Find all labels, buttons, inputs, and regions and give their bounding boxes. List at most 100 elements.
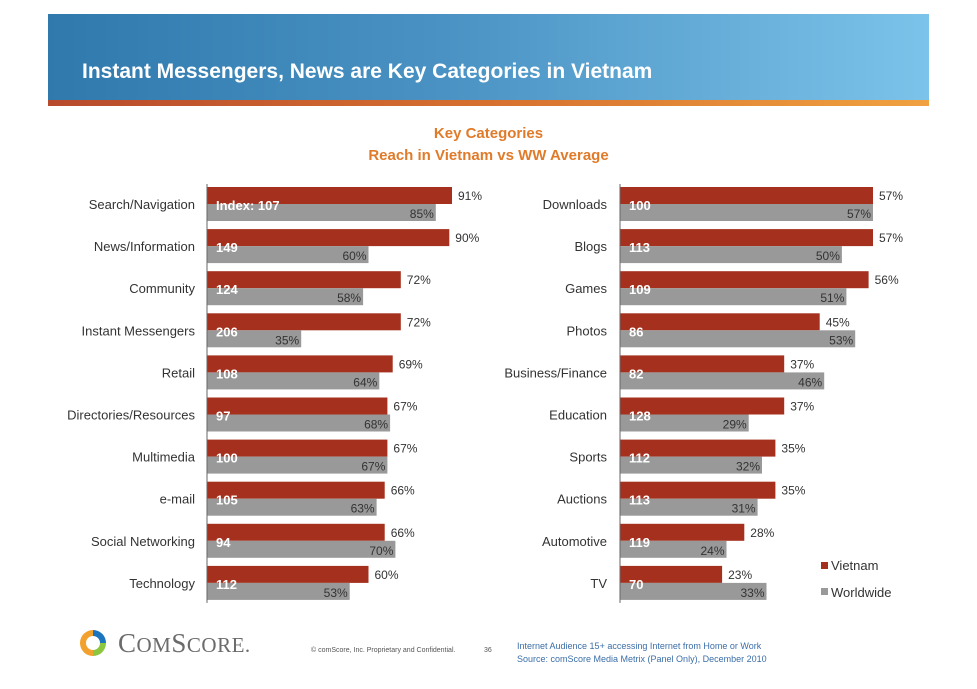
data-label-vietnam: 67% [393,442,417,456]
category-label: Games [565,281,607,296]
bar-vietnam [207,187,452,204]
data-label-worldwide: 29% [723,418,747,432]
legend-swatch-vietnam [821,562,828,569]
index-label: 105 [216,493,238,508]
data-label-worldwide: 51% [820,291,844,305]
data-label-vietnam: 23% [728,568,752,582]
index-label: 109 [629,282,651,297]
index-label: 149 [216,240,238,255]
data-label-worldwide: 68% [364,418,388,432]
data-label-worldwide: 50% [816,249,840,263]
data-label-worldwide: 53% [829,333,853,347]
data-label-vietnam: 57% [879,231,903,245]
index-label: 206 [216,324,238,339]
bar-vietnam [207,565,369,583]
category-label: Directories/Resources [67,408,195,423]
bar-worldwide [620,498,758,516]
bar-vietnam [620,187,873,204]
bar-vietnam [620,229,873,247]
data-label-vietnam: 57% [879,189,903,203]
chart-subtitle-line1: Key Categories [433,125,544,142]
data-label-vietnam: 35% [781,484,805,498]
data-label-worldwide: 31% [732,502,756,516]
data-label-vietnam: 37% [790,357,814,371]
data-label-worldwide: 35% [275,333,299,347]
bar-vietnam [620,271,869,289]
category-label: Social Networking [91,534,195,549]
index-label: 128 [629,409,651,424]
bar-worldwide [620,582,767,600]
bar-vietnam [207,439,388,457]
bar-vietnam [620,313,820,331]
data-label-worldwide: 53% [324,586,348,600]
index-label: 94 [216,535,231,550]
bar-vietnam [207,397,388,415]
header-accent-line [48,100,929,106]
bar-worldwide [207,372,380,390]
index-label: 97 [216,409,230,424]
index-label: 112 [629,451,650,466]
bar-worldwide [207,246,369,264]
bar-worldwide [620,288,847,306]
bar-vietnam [207,481,385,499]
bar-worldwide [620,540,727,558]
index-label: 100 [216,451,238,466]
legend-label-vietnam: Vietnam [831,558,878,573]
data-label-worldwide: 85% [410,207,434,221]
comscore-logo-icon [80,630,106,656]
data-label-vietnam: 66% [391,526,415,540]
bar-vietnam [620,565,723,583]
data-label-vietnam: 45% [826,315,850,329]
index-label: 112 [216,577,237,592]
page-number: 36 [484,647,492,654]
bar-worldwide [207,330,302,348]
bar-worldwide [207,456,388,474]
data-label-vietnam: 69% [399,357,423,371]
data-label-vietnam: 28% [750,526,774,540]
footnote-source: Source: comScore Media Metrix (Panel Onl… [517,654,767,664]
bar-vietnam [620,523,745,541]
category-label: Auctions [557,492,607,507]
bar-worldwide [620,204,873,221]
header-band [48,14,929,100]
bar-vietnam [620,397,785,415]
bar-vietnam [207,523,385,541]
index-label: 124 [216,282,238,297]
data-label-worldwide: 46% [798,375,822,389]
data-label-worldwide: 70% [369,544,393,558]
data-label-vietnam: 37% [790,400,814,414]
bar-vietnam [207,313,401,331]
category-label: Search/Navigation [89,197,195,212]
index-label: 113 [629,493,650,508]
bar-vietnam [207,229,450,247]
bar-worldwide [620,414,749,432]
category-label: Technology [129,576,195,591]
data-label-vietnam: 60% [375,568,399,582]
data-label-vietnam: 67% [393,400,417,414]
bar-worldwide [620,372,825,390]
bar-worldwide [207,414,391,432]
data-label-vietnam: 91% [458,189,482,203]
category-label: Community [129,281,195,296]
category-label: Blogs [574,239,607,254]
bar-worldwide [620,456,762,474]
category-label: Instant Messengers [82,323,196,338]
data-label-worldwide: 32% [736,460,760,474]
data-label-vietnam: 66% [391,484,415,498]
bar-worldwide [207,540,396,558]
category-label: Business/Finance [504,365,607,380]
chart-subtitle-line2: Reach in Vietnam vs WW Average [368,147,609,164]
category-label: Retail [162,365,195,380]
data-label-worldwide: 24% [700,544,724,558]
copyright-notice: © comScore, Inc. Proprietary and Confide… [311,647,456,654]
bar-worldwide [620,330,856,348]
category-label: TV [590,576,607,591]
bar-vietnam [620,355,785,373]
data-label-vietnam: 90% [455,231,479,245]
footnote-audience: Internet Audience 15+ accessing Internet… [517,641,762,651]
bar-vietnam [620,439,776,457]
data-label-worldwide: 58% [337,291,361,305]
category-label: Education [549,408,607,423]
data-label-worldwide: 63% [351,502,375,516]
